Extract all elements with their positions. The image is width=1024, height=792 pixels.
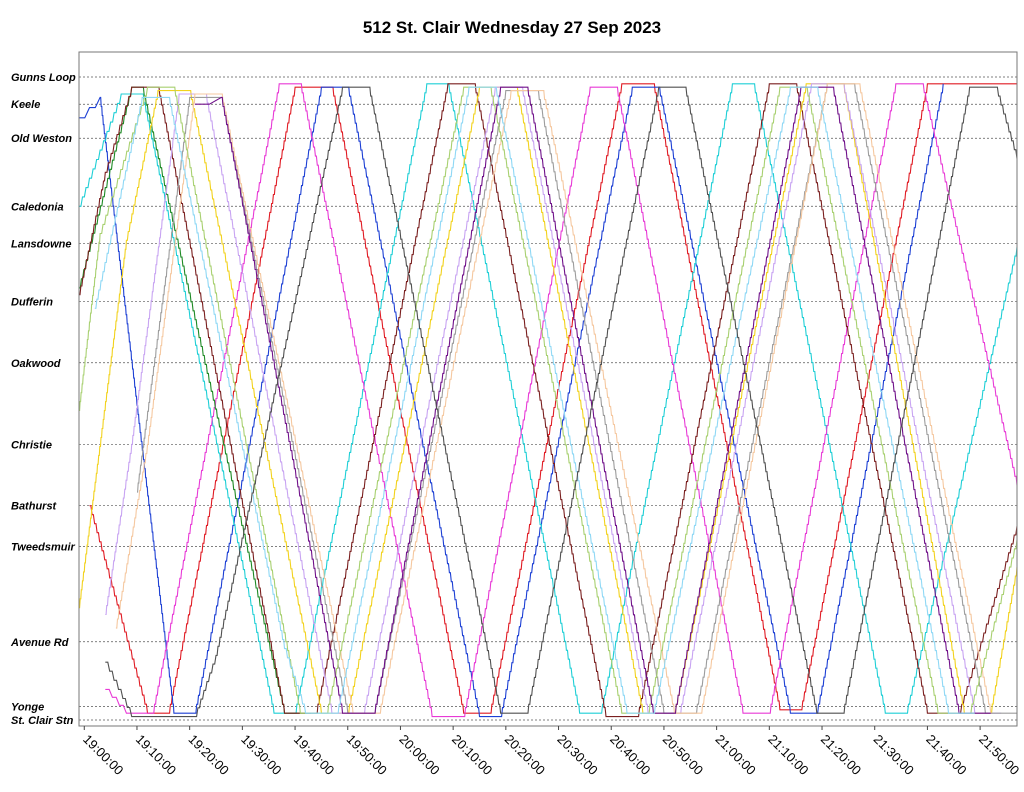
x-tick-label: 20:30:00 (554, 732, 600, 778)
chart-title: 512 St. Clair Wednesday 27 Sep 2023 (362, 18, 662, 37)
stop-label: Oakwood (11, 358, 61, 370)
stop-label: St. Clair Stn (11, 715, 74, 727)
trip-series-line (79, 83, 1018, 718)
stop-label: Tweedsmuir (11, 541, 75, 553)
x-tick-label: 19:30:00 (238, 732, 284, 778)
stop-label: Caledonia (11, 201, 64, 213)
trip-series-line (89, 83, 1017, 714)
stop-label: Keele (11, 99, 40, 111)
x-tick-label: 21:20:00 (818, 732, 864, 778)
x-tick-label: 20:50:00 (660, 732, 706, 778)
plot-frame (78, 51, 1018, 727)
trip-series-line (79, 83, 944, 718)
stop-label: Old Weston (11, 133, 72, 145)
trip-series-line (94, 86, 975, 714)
x-tick-label: 21:10:00 (765, 732, 811, 778)
trip-series-line (105, 83, 1002, 714)
x-tick-label: 21:30:00 (871, 732, 917, 778)
series-layer (79, 83, 1018, 718)
grid-layer (79, 76, 1017, 721)
stop-label: Dufferin (11, 297, 53, 309)
x-tick-label: 20:40:00 (607, 732, 653, 778)
x-tick-label: 20:00:00 (396, 732, 442, 778)
x-tick-label: 19:00:00 (80, 732, 126, 778)
x-tick-label: 19:50:00 (344, 732, 390, 778)
x-tick-label: 21:50:00 (976, 732, 1022, 778)
trip-series-line (115, 83, 992, 714)
stop-label-layer: Gunns Loop Keele Old Weston Caledonia Lansdo… (10, 72, 76, 727)
x-tick-label: 20:10:00 (449, 732, 495, 778)
trip-series-line (105, 86, 1018, 718)
stop-label: Gunns Loop (11, 72, 76, 84)
trip-series-line (137, 83, 1017, 714)
x-tick-label: 19:40:00 (291, 732, 337, 778)
stop-label: Bathurst (11, 501, 58, 513)
x-tick-label: 21:40:00 (923, 732, 969, 778)
stop-label: Christie (11, 439, 52, 451)
stop-label: Avenue Rd (10, 637, 69, 649)
trip-series-line (79, 86, 1018, 714)
x-tick-label: 20:20:00 (502, 732, 548, 778)
trip-series-line (79, 83, 1018, 714)
stop-label: Lansdowne (11, 239, 72, 251)
trip-series-line (79, 83, 1018, 714)
x-tick-label: 19:10:00 (133, 732, 179, 778)
x-tick-label: 19:20:00 (186, 732, 232, 778)
trip-series-line (79, 86, 311, 714)
x-tick-label: 21:00:00 (713, 732, 759, 778)
stop-label: Yonge (11, 701, 44, 713)
tick-layer: 19:00:00 19:10:00 19:20:00 19:30:00 19:40:00… (80, 726, 1022, 778)
